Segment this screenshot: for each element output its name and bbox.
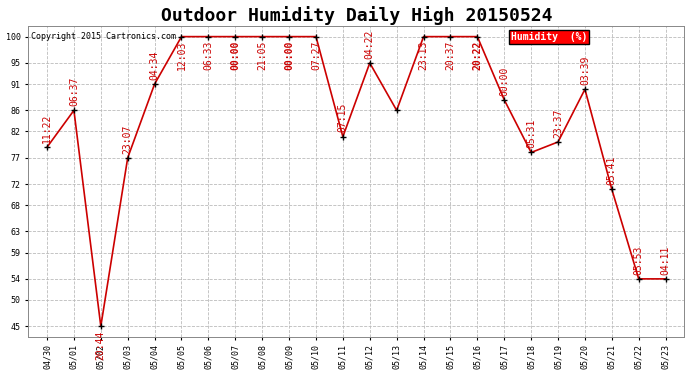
Text: 05:31: 05:31: [526, 119, 536, 148]
Text: 00:00: 00:00: [500, 66, 509, 96]
Title: Outdoor Humidity Daily High 20150524: Outdoor Humidity Daily High 20150524: [161, 6, 552, 24]
Text: 23:13: 23:13: [419, 41, 428, 70]
Text: 04:22: 04:22: [365, 29, 375, 59]
Text: 07:27: 07:27: [311, 41, 321, 70]
Text: 06:33: 06:33: [204, 41, 213, 70]
Text: 21:05: 21:05: [257, 41, 267, 70]
Text: Copyright 2015 Cartronics.com: Copyright 2015 Cartronics.com: [32, 32, 177, 41]
Text: 04:11: 04:11: [660, 245, 671, 274]
Text: 20:22: 20:22: [473, 41, 482, 70]
Text: 20:44: 20:44: [96, 330, 106, 360]
Text: 04:34: 04:34: [150, 50, 159, 80]
Text: 05:53: 05:53: [633, 245, 644, 274]
Text: 05:41: 05:41: [607, 156, 617, 185]
Text: 07:15: 07:15: [338, 103, 348, 132]
Text: 11:22: 11:22: [42, 114, 52, 143]
Text: 00:00: 00:00: [284, 41, 294, 70]
Text: 23:37: 23:37: [553, 108, 563, 138]
Text: 12:03: 12:03: [177, 41, 186, 70]
Text: 03:39: 03:39: [580, 56, 590, 85]
Text: Humidity  (%): Humidity (%): [511, 32, 587, 42]
Text: 00:00: 00:00: [230, 41, 240, 70]
Text: 06:37: 06:37: [69, 77, 79, 106]
Text: 23:07: 23:07: [123, 124, 132, 153]
Text: 20:37: 20:37: [446, 41, 455, 70]
